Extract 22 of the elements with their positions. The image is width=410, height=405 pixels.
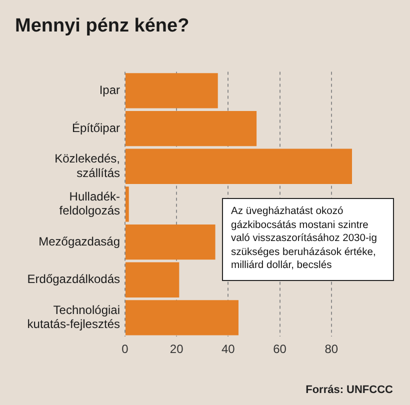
bar [126,224,216,260]
x-tick-label: 60 [273,342,287,356]
bar [126,262,180,298]
bar [126,300,238,336]
annotation: Az üvegházhatást okozó gázkibocsátás mostani szintre való visszaszorításához 2030-ig szükséges beruházások értéke, milliárd dollár, becslés [231,205,377,272]
x-tick-label: 0 [122,342,129,356]
text: Forrás: UNFCCC [306,384,393,396]
x-tick-label: 40 [222,342,236,356]
y-tick-label: Építőipar [72,120,120,135]
y-tick-label: Hulladék- feldolgozás [59,189,120,218]
x-tick-label: 80 [324,342,338,356]
y-tick-label: Erdőgazdálkodás [27,272,120,286]
chart-title: Mennyi pénz kéne? [15,16,190,37]
bar [126,73,218,108]
y-tick-label: Mezőgazdaság [38,234,120,248]
y-tick-label: Ipar [99,83,120,98]
y-tick-label: Közlekedés, szállítás [54,151,120,180]
y-tick-label: Technológiai kutatás-fejlesztés [27,302,120,332]
bar [126,186,129,222]
bar [126,148,352,184]
bar [126,110,257,146]
x-tick-label: 20 [170,342,184,356]
